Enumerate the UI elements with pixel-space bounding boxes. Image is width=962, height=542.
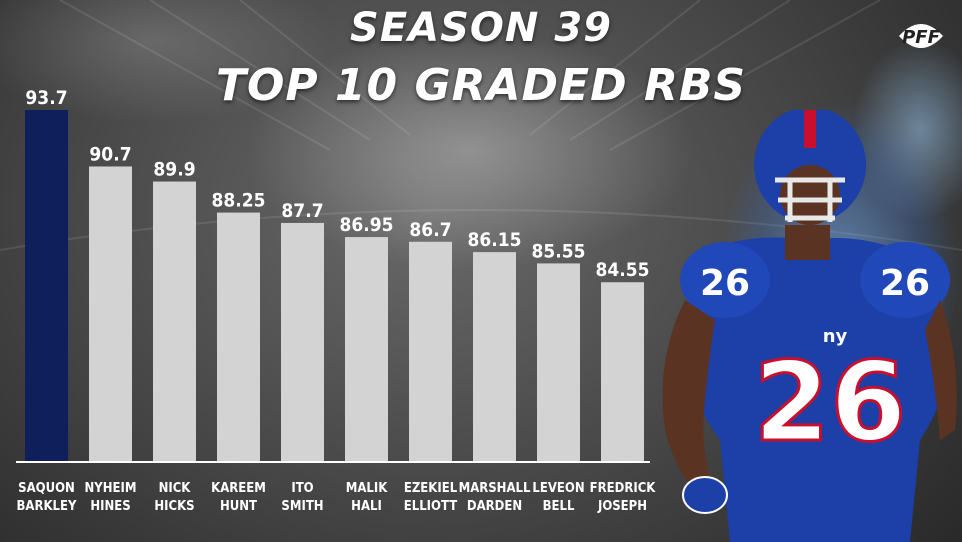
category-label-2-line-1: HICKS bbox=[154, 499, 194, 514]
pff-logo: PFF bbox=[899, 24, 943, 48]
category-label-8-line-0: LEVEON bbox=[532, 481, 584, 496]
category-label-6-line-1: ELLIOTT bbox=[404, 499, 457, 514]
value-label-7: 86.15 bbox=[467, 229, 521, 251]
glove bbox=[682, 476, 728, 514]
category-labels-group: SAQUON BARKLEY NYHEIM HINES NICK HICKS KAREEM H… bbox=[17, 481, 657, 514]
jersey-number-front: 26 bbox=[753, 338, 906, 466]
category-label-6-line-0: EZEKIEL bbox=[404, 481, 458, 496]
pff-logo-text: PFF bbox=[902, 27, 940, 48]
left-shoulder bbox=[680, 242, 770, 318]
category-label-9-line-1: JOSEPH bbox=[597, 499, 647, 514]
category-label-5-line-1: HALI bbox=[351, 499, 382, 514]
category-label-4-line-1: SMITH bbox=[281, 499, 323, 514]
bar-5 bbox=[345, 237, 388, 462]
category-label-4-line-0: ITO bbox=[291, 481, 313, 496]
category-label-0-line-0: SAQUON bbox=[18, 481, 75, 496]
value-label-5: 86.95 bbox=[339, 214, 393, 236]
left-arm bbox=[662, 300, 715, 490]
value-label-1: 90.7 bbox=[89, 143, 131, 165]
category-label-7-line-0: MARSHALL bbox=[459, 481, 531, 496]
facemask bbox=[775, 177, 845, 222]
value-label-8: 85.55 bbox=[531, 240, 585, 262]
value-labels-group: 93.7 90.7 89.9 88.25 87.7 86.95 86.7 86.15 85.55… bbox=[25, 87, 649, 281]
player-illustration: 26 26 26 ny bbox=[662, 110, 957, 542]
bar-9 bbox=[601, 282, 644, 462]
bar-1 bbox=[89, 166, 132, 462]
right-shoulder bbox=[860, 242, 950, 318]
category-label-3-line-0: KAREEM bbox=[211, 481, 266, 496]
category-label-1-line-1: HINES bbox=[90, 499, 130, 514]
bar-4 bbox=[281, 222, 324, 462]
title-line-2: TOP 10 GRADED RBS bbox=[215, 60, 747, 111]
bar-7 bbox=[473, 252, 516, 462]
value-label-3: 88.25 bbox=[211, 190, 265, 212]
category-label-1-line-0: NYHEIM bbox=[84, 481, 136, 496]
category-label-9-line-0: FREDRICK bbox=[590, 481, 657, 496]
value-label-2: 89.9 bbox=[153, 159, 195, 181]
bar-0 bbox=[25, 110, 68, 462]
bars-group bbox=[25, 110, 644, 462]
jersey-shape bbox=[685, 237, 950, 542]
value-label-4: 87.7 bbox=[281, 200, 323, 222]
bar-6 bbox=[409, 241, 452, 462]
category-label-5-line-0: MALIK bbox=[346, 481, 388, 496]
right-arm bbox=[925, 300, 957, 440]
category-label-0-line-1: BARKLEY bbox=[17, 499, 77, 514]
bar-3 bbox=[217, 212, 260, 462]
football-logo-shape bbox=[899, 24, 943, 48]
category-label-8-line-1: BELL bbox=[543, 499, 575, 514]
shoulder-number-right: 26 bbox=[880, 263, 930, 304]
category-label-7-line-1: DARDEN bbox=[467, 499, 522, 514]
team-logo-chest: ny bbox=[823, 326, 848, 347]
category-label-2-line-0: NICK bbox=[159, 481, 192, 496]
helmet-stripe bbox=[804, 110, 816, 148]
bar-2 bbox=[153, 181, 196, 462]
bar-8 bbox=[537, 263, 580, 462]
value-label-0: 93.7 bbox=[25, 87, 67, 109]
value-label-9: 84.55 bbox=[595, 259, 649, 281]
title-line-1: SEASON 39 bbox=[350, 5, 612, 51]
category-label-3-line-1: HUNT bbox=[220, 499, 257, 514]
shoulder-number-left: 26 bbox=[700, 263, 750, 304]
value-label-6: 86.7 bbox=[409, 219, 451, 241]
neck bbox=[785, 225, 830, 260]
